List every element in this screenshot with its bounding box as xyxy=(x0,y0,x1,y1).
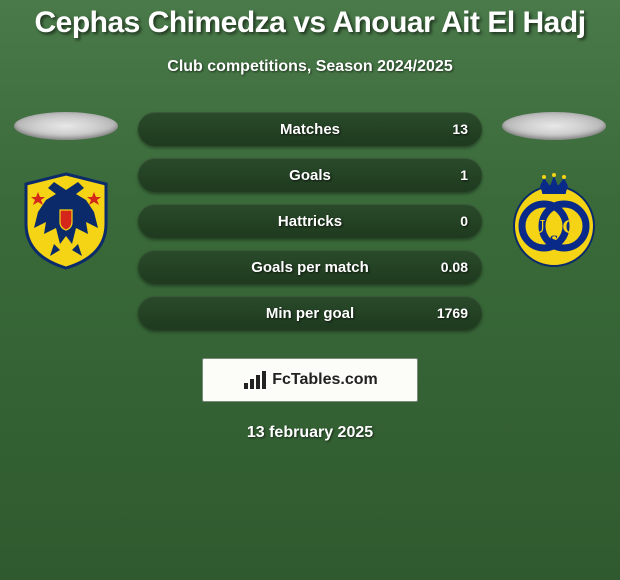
svg-text:G: G xyxy=(562,216,578,238)
stat-right-value: 1 xyxy=(416,167,468,183)
comparison-row: Matches 13 Goals 1 Hattricks 0 Goals per… xyxy=(0,112,620,330)
stat-bar-goals-per-match: Goals per match 0.08 xyxy=(138,250,482,284)
stat-bars: Matches 13 Goals 1 Hattricks 0 Goals per… xyxy=(138,112,482,330)
club-crest-left xyxy=(16,170,116,270)
player-shadow-right xyxy=(502,112,606,140)
stat-bar-hattricks: Hattricks 0 xyxy=(138,204,482,238)
player-shadow-left xyxy=(14,112,118,140)
svg-text:S: S xyxy=(550,233,559,250)
chart-bars-icon xyxy=(242,369,268,391)
left-player-col xyxy=(12,112,120,270)
stat-bar-min-per-goal: Min per goal 1769 xyxy=(138,296,482,330)
stat-label: Min per goal xyxy=(266,305,354,322)
stat-label: Goals per match xyxy=(251,259,369,276)
svg-text:U: U xyxy=(531,216,545,238)
stat-right-value: 0.08 xyxy=(416,259,468,275)
brand-text: FcTables.com xyxy=(272,371,378,389)
page-title: Cephas Chimedza vs Anouar Ait El Hadj xyxy=(0,0,620,40)
club-crest-right: U G S xyxy=(504,170,604,270)
stat-bar-matches: Matches 13 xyxy=(138,112,482,146)
date-text: 13 february 2025 xyxy=(0,424,620,442)
stat-bar-goals: Goals 1 xyxy=(138,158,482,192)
stat-right-value: 1769 xyxy=(416,305,468,321)
stat-right-value: 0 xyxy=(416,213,468,229)
subtitle: Club competitions, Season 2024/2025 xyxy=(0,58,620,76)
stat-label: Hattricks xyxy=(278,213,342,230)
brand-box: FcTables.com xyxy=(202,358,418,402)
stat-right-value: 13 xyxy=(416,121,468,137)
stat-label: Matches xyxy=(280,121,340,138)
stat-label: Goals xyxy=(289,167,331,184)
right-player-col: U G S xyxy=(500,112,608,270)
